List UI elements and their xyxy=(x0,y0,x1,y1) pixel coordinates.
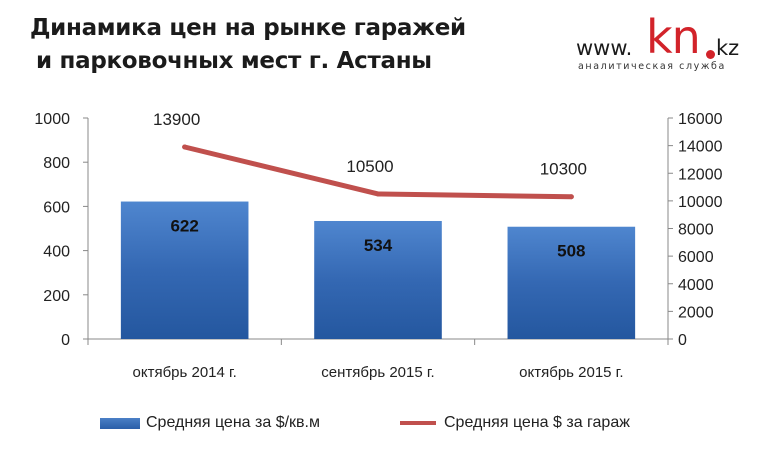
logo-www: www. xyxy=(576,36,633,60)
legend-line-swatch xyxy=(400,421,436,425)
y-right-tick-label: 10000 xyxy=(678,194,723,211)
kn-kz-logo: www. kn kz аналитическая служба xyxy=(576,10,756,76)
y-right-tick-label: 12000 xyxy=(678,166,723,183)
y-right-tick-label: 0 xyxy=(678,332,687,349)
bar xyxy=(314,220,442,339)
bar xyxy=(507,226,636,339)
legend-bar-swatch xyxy=(100,417,140,429)
y-right-tick-label: 8000 xyxy=(678,222,714,239)
logo-kn: kn xyxy=(646,10,701,64)
title-line-2: и парковочных мест г. Астаны xyxy=(36,48,432,74)
legend: Средняя цена за $/кв.м Средняя цена $ за… xyxy=(100,414,700,438)
y-left-tick-label: 0 xyxy=(61,332,70,349)
x-tick-label: октябрь 2014 г. xyxy=(133,364,237,381)
chart-title: Динамика цен на рынке гаражей и парковоч… xyxy=(30,12,466,78)
bar-data-label: 622 xyxy=(170,217,198,236)
y-right-tick-label: 2000 xyxy=(678,304,714,321)
y-left-tick-label: 1000 xyxy=(34,111,70,128)
logo-subtitle: аналитическая служба xyxy=(578,61,726,72)
bar xyxy=(120,201,249,339)
bar-data-label: 508 xyxy=(557,242,585,261)
logo-kz: kz xyxy=(716,36,740,60)
line-data-label: 13900 xyxy=(153,110,200,129)
x-tick-label: сентябрь 2015 г. xyxy=(321,364,434,381)
y-left-tick-label: 400 xyxy=(43,244,70,261)
line-point xyxy=(182,144,188,150)
y-right-tick-label: 16000 xyxy=(678,111,723,128)
y-left-tick-label: 200 xyxy=(43,288,70,305)
line-data-label: 10300 xyxy=(540,160,587,179)
y-right-tick-label: 4000 xyxy=(678,277,714,294)
x-tick-label: октябрь 2015 г. xyxy=(519,364,623,381)
title-line-1: Динамика цен на рынке гаражей xyxy=(30,15,466,41)
line-point xyxy=(568,194,574,200)
legend-item-bar: Средняя цена за $/кв.м xyxy=(100,414,320,432)
y-left-tick-label: 600 xyxy=(43,199,70,216)
line-point xyxy=(375,191,381,197)
legend-item-line: Средняя цена $ за гараж xyxy=(400,414,630,432)
legend-bar-label: Средняя цена за $/кв.м xyxy=(146,414,320,431)
line-data-label: 10500 xyxy=(346,157,393,176)
y-right-tick-label: 6000 xyxy=(678,249,714,266)
logo-dot-icon xyxy=(706,50,715,59)
y-left-tick-label: 800 xyxy=(43,155,70,172)
y-right-tick-label: 14000 xyxy=(678,139,723,156)
bar-data-label: 534 xyxy=(364,236,393,255)
legend-line-label: Средняя цена $ за гараж xyxy=(444,414,630,431)
